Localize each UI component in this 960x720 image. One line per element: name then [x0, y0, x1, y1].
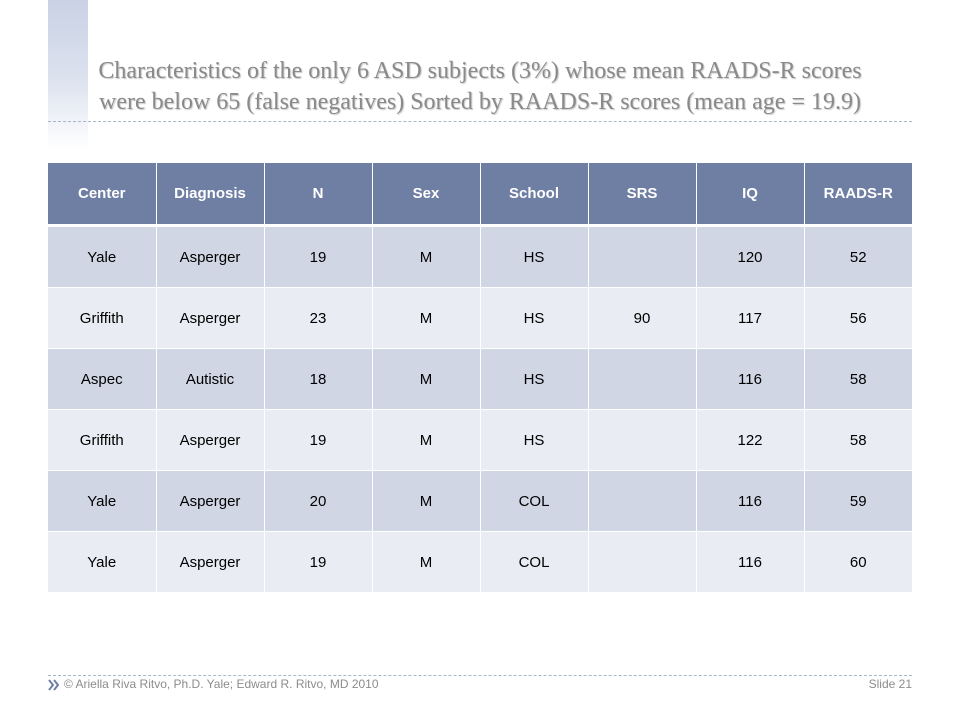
cell-srs	[588, 348, 697, 410]
cell-school: HS	[480, 225, 589, 288]
column-header-n: N	[264, 163, 373, 227]
column-header-raads-r: RAADS-R	[804, 163, 912, 227]
cell-sex: M	[372, 409, 481, 471]
cell-n: 19	[264, 531, 373, 593]
cell-center: Yale	[48, 531, 157, 593]
column-header-srs: SRS	[588, 163, 697, 227]
cell-sex: M	[372, 287, 481, 349]
cell-n: 19	[264, 225, 373, 288]
cell-sex: M	[372, 225, 481, 288]
cell-diagnosis: Asperger	[156, 225, 265, 288]
cell-iq: 116	[696, 470, 805, 532]
cell-school: HS	[480, 287, 589, 349]
cell-srs	[588, 409, 697, 471]
cell-diagnosis: Asperger	[156, 409, 265, 471]
cell-n: 19	[264, 409, 373, 471]
column-header-diagnosis: Diagnosis	[156, 163, 265, 227]
double-chevron-right-icon	[48, 678, 60, 692]
cell-n: 20	[264, 470, 373, 532]
column-header-iq: IQ	[696, 163, 805, 227]
cell-diagnosis: Asperger	[156, 531, 265, 593]
cell-raads-r: 52	[804, 225, 912, 288]
cell-school: HS	[480, 409, 589, 471]
title-divider	[48, 121, 912, 122]
cell-iq: 120	[696, 225, 805, 288]
table-row: Griffith Asperger 23 M HS 90 117 56	[48, 287, 912, 349]
table-row: Aspec Autistic 18 M HS 116 58	[48, 348, 912, 410]
column-header-school: School	[480, 163, 589, 227]
cell-srs	[588, 531, 697, 593]
cell-iq: 116	[696, 531, 805, 593]
cell-srs	[588, 225, 697, 288]
cell-n: 23	[264, 287, 373, 349]
cell-center: Yale	[48, 225, 157, 288]
cell-center: Yale	[48, 470, 157, 532]
cell-center: Griffith	[48, 409, 157, 471]
column-header-sex: Sex	[372, 163, 481, 227]
cell-center: Aspec	[48, 348, 157, 410]
cell-diagnosis: Asperger	[156, 470, 265, 532]
data-table: Center Diagnosis N Sex School SRS IQ RAA…	[48, 163, 912, 593]
cell-iq: 122	[696, 409, 805, 471]
cell-sex: M	[372, 531, 481, 593]
cell-raads-r: 58	[804, 409, 912, 471]
table-row: Yale Asperger 19 M COL 116 60	[48, 531, 912, 593]
title-accent-bar	[48, 0, 88, 150]
footer-copyright: © Ariella Riva Ritvo, Ph.D. Yale; Edward…	[64, 677, 379, 691]
table-header-row: Center Diagnosis N Sex School SRS IQ RAA…	[48, 163, 912, 227]
data-table-container: Center Diagnosis N Sex School SRS IQ RAA…	[48, 163, 912, 593]
table-row: Griffith Asperger 19 M HS 122 58	[48, 409, 912, 471]
footer-divider	[48, 675, 912, 676]
cell-diagnosis: Asperger	[156, 287, 265, 349]
cell-diagnosis: Autistic	[156, 348, 265, 410]
table-row: Yale Asperger 19 M HS 120 52	[48, 225, 912, 288]
cell-school: HS	[480, 348, 589, 410]
cell-sex: M	[372, 348, 481, 410]
cell-raads-r: 58	[804, 348, 912, 410]
cell-sex: M	[372, 470, 481, 532]
cell-raads-r: 56	[804, 287, 912, 349]
cell-raads-r: 60	[804, 531, 912, 593]
slide-title: Characteristics of the only 6 ASD subjec…	[40, 56, 920, 118]
slide-title-line: were below 65 (false negatives) Sorted b…	[99, 89, 861, 115]
slide-number: Slide 21	[868, 677, 912, 691]
slide-title-line: Characteristics of the only 6 ASD subjec…	[98, 58, 862, 84]
cell-iq: 117	[696, 287, 805, 349]
cell-center: Griffith	[48, 287, 157, 349]
cell-school: COL	[480, 531, 589, 593]
cell-iq: 116	[696, 348, 805, 410]
table-row: Yale Asperger 20 M COL 116 59	[48, 470, 912, 532]
cell-n: 18	[264, 348, 373, 410]
cell-raads-r: 59	[804, 470, 912, 532]
cell-srs: 90	[588, 287, 697, 349]
column-header-center: Center	[48, 163, 157, 227]
cell-school: COL	[480, 470, 589, 532]
cell-srs	[588, 470, 697, 532]
